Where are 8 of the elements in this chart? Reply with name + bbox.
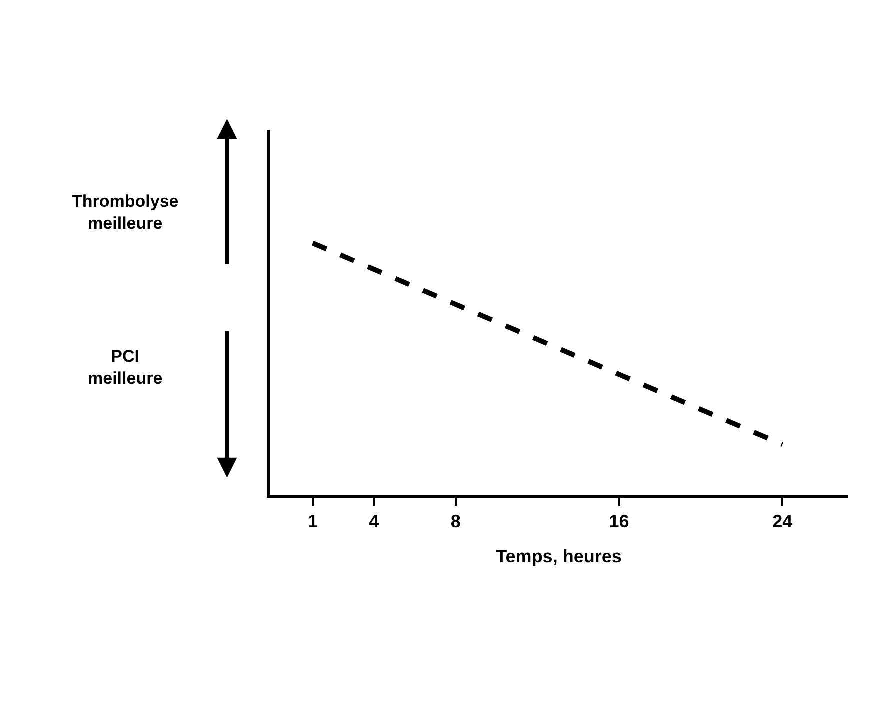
x-tick-label: 1	[308, 512, 318, 532]
x-axis-title: Temps, heures	[496, 546, 622, 567]
text: PCI meilleure	[88, 347, 163, 388]
x-tick-label: 8	[450, 512, 461, 532]
x-tick-label: 16	[609, 512, 630, 532]
text: Thrombolyse meilleure	[72, 192, 179, 234]
x-tick-label: 4	[369, 512, 380, 532]
x-tick-label: 24	[772, 512, 793, 532]
